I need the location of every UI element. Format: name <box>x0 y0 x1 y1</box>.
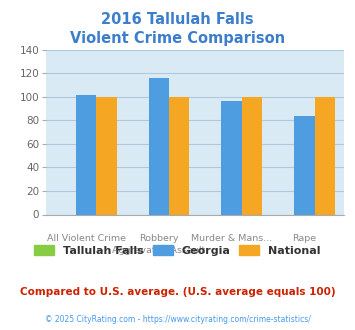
Text: Murder & Mans...: Murder & Mans... <box>191 234 272 243</box>
Text: Compared to U.S. average. (U.S. average equals 100): Compared to U.S. average. (U.S. average … <box>20 287 335 297</box>
Text: © 2025 CityRating.com - https://www.cityrating.com/crime-statistics/: © 2025 CityRating.com - https://www.city… <box>45 315 310 324</box>
Bar <box>96 97 117 214</box>
Bar <box>222 101 242 214</box>
Bar <box>169 97 190 214</box>
Bar <box>76 95 96 214</box>
Legend: Tallulah Falls, Georgia, National: Tallulah Falls, Georgia, National <box>31 242 324 259</box>
Text: 2016 Tallulah Falls: 2016 Tallulah Falls <box>101 12 254 26</box>
Text: Rape: Rape <box>292 234 316 243</box>
Bar <box>149 78 169 214</box>
Text: Violent Crime Comparison: Violent Crime Comparison <box>70 31 285 46</box>
Text: Robbery: Robbery <box>139 234 179 243</box>
Text: Aggravated Assault: Aggravated Assault <box>112 247 206 255</box>
Bar <box>315 97 335 214</box>
Bar <box>242 97 262 214</box>
Text: All Violent Crime: All Violent Crime <box>47 234 126 243</box>
Bar <box>294 115 315 214</box>
